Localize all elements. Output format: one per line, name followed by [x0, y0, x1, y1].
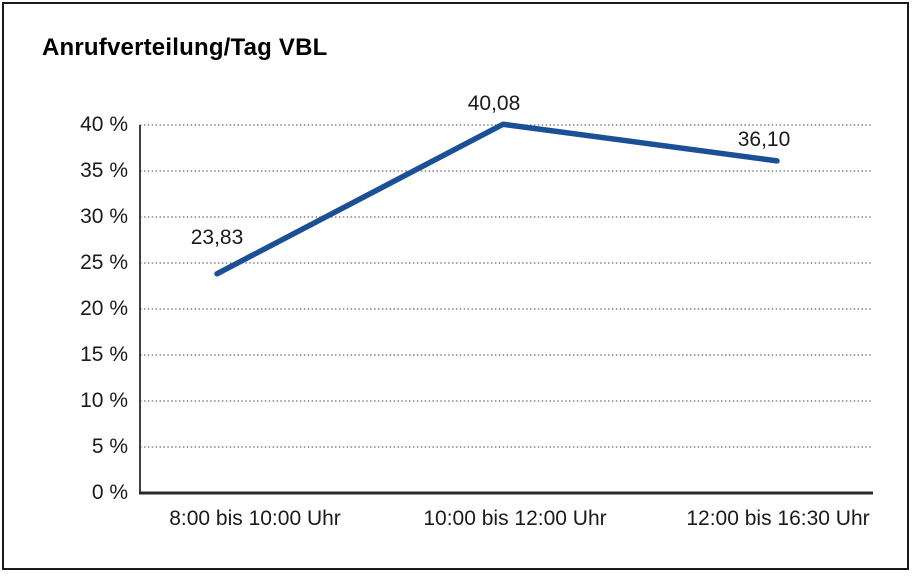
- y-axis-tick-label: 35 %: [80, 159, 128, 182]
- y-axis-tick-label: 15 %: [80, 343, 128, 366]
- x-axis-category-label: 10:00 bis 12:00 Uhr: [423, 507, 607, 530]
- data-point-label: 40,08: [467, 92, 521, 115]
- y-axis-tick-label: 0 %: [91, 481, 128, 504]
- y-axis-tick-label: 25 %: [80, 251, 128, 274]
- y-axis-tick-label: 30 %: [80, 205, 128, 228]
- data-point-label: 23,83: [190, 226, 244, 249]
- y-axis-tick-label: 20 %: [80, 297, 128, 320]
- chart-frame: Anrufverteilung/Tag VBL: [2, 2, 909, 570]
- x-axis-category-label: 12:00 bis 16:30 Uhr: [686, 507, 870, 530]
- chart-title: Anrufverteilung/Tag VBL: [42, 34, 328, 61]
- y-axis-tick-label: 40 %: [80, 113, 128, 136]
- y-axis-tick-label: 10 %: [80, 389, 128, 412]
- data-point-label: 36,10: [737, 128, 791, 151]
- x-axis-category-label: 8:00 bis 10:00 Uhr: [169, 507, 341, 530]
- y-axis-tick-label: 5 %: [91, 435, 128, 458]
- data-line: [214, 121, 780, 277]
